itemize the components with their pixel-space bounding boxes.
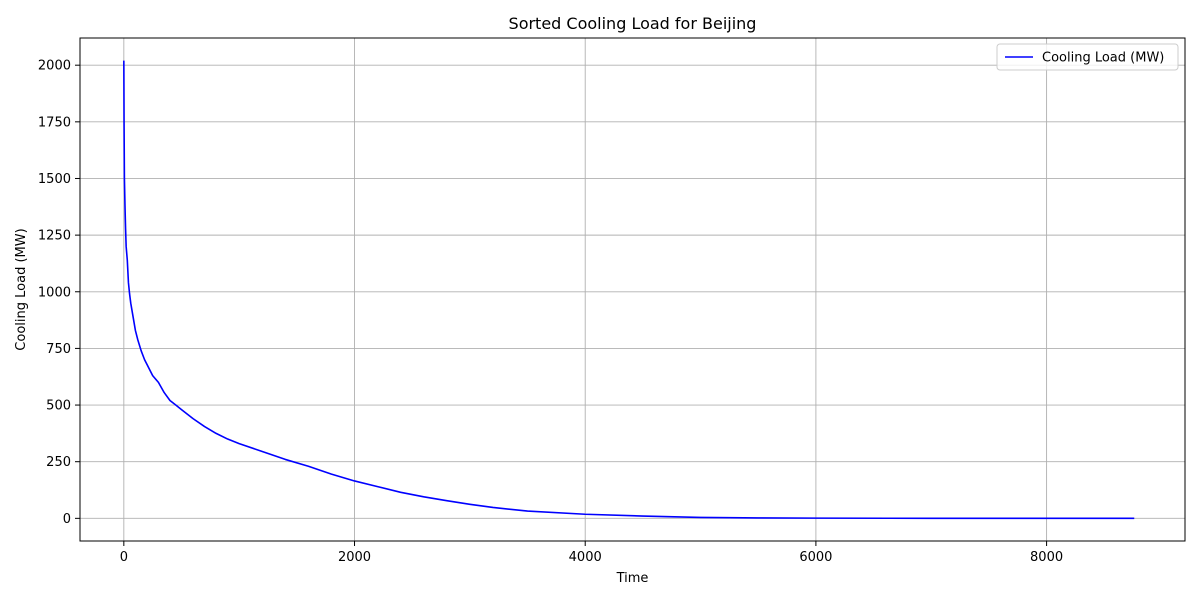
y-tick-label: 500 (46, 399, 71, 414)
axis-ticks: 0 2000 4000 6000 8000 0 250 500 750 1000 1250 1500 1… (38, 59, 1063, 565)
y-tick-label: 250 (46, 455, 71, 470)
grid-lines (80, 38, 1185, 541)
legend: Cooling Load (MW) (996, 43, 1179, 71)
x-tick-label: 8000 (1030, 550, 1063, 565)
legend-box (996, 43, 1179, 71)
series-line (123, 60, 1135, 520)
x-tick-label: 6000 (799, 550, 832, 565)
y-tick-label: 1000 (38, 285, 71, 300)
y-tick-label: 1500 (38, 172, 71, 187)
x-tick-label: 2000 (338, 550, 371, 565)
legend-label: Cooling Load (MW) (1042, 51, 1164, 66)
y-tick-label: 1750 (38, 115, 71, 130)
x-tick-label: 4000 (569, 550, 602, 565)
y-tick-label: 0 (63, 512, 71, 527)
chart-title: Sorted Cooling Load for Beijing (509, 14, 757, 33)
series-layer (123, 60, 1135, 520)
x-tick-label: 0 (120, 550, 128, 565)
y-tick-label: 2000 (38, 59, 71, 74)
y-axis-label: Cooling Load (MW) (14, 228, 29, 350)
plot-frame (79, 37, 1186, 542)
x-axis-label: Time (616, 571, 649, 586)
y-tick-label: 1250 (38, 229, 71, 244)
y-tick-label: 750 (46, 342, 71, 357)
